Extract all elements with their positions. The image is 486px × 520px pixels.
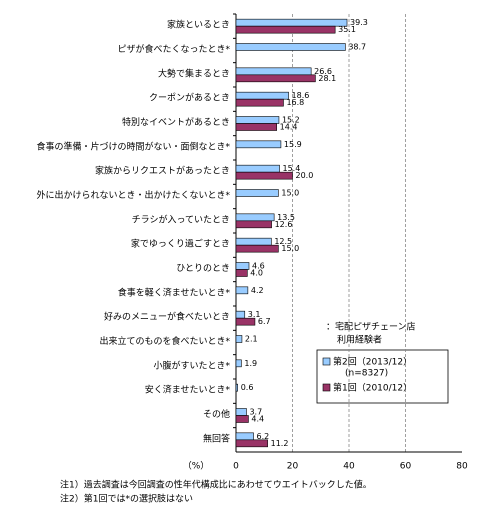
category-label: ひとりのとき [176, 263, 230, 274]
x-tick-label: 20 [287, 462, 299, 472]
value-label: 15.2 [282, 116, 300, 125]
bar [235, 262, 250, 270]
bar [235, 317, 256, 326]
x-tick-label: 60 [400, 462, 412, 472]
value-label: 0.6 [241, 383, 254, 392]
value-label: 6.2 [257, 432, 270, 441]
category-label: 大勢で集まるとき [158, 67, 230, 79]
value-label: 39.3 [350, 18, 368, 27]
legend-swatch [322, 383, 331, 392]
bar [235, 220, 272, 229]
value-label: 4.4 [251, 415, 264, 424]
bar [235, 237, 272, 246]
category-label: 安く済ませたいとき* [145, 384, 231, 396]
bar [235, 383, 238, 392]
bar [235, 43, 346, 51]
category-label: 小腹がすいたとき* [153, 359, 230, 371]
legend-note: (n=8327) [345, 369, 388, 379]
value-label: 15.9 [284, 140, 302, 149]
bar [235, 18, 348, 27]
bar [235, 74, 316, 83]
bar [235, 164, 280, 173]
value-label: 13.5 [277, 213, 295, 222]
value-label: 15.0 [281, 189, 299, 198]
bar [235, 67, 312, 76]
value-label: 4.2 [251, 286, 264, 295]
category-label: 食事を軽く済ませたいとき* [118, 286, 231, 298]
legend-label: 第2回（2013/12） [333, 356, 412, 368]
value-label: 15.0 [281, 244, 299, 253]
bar [235, 269, 248, 277]
bar [235, 171, 293, 180]
bar [235, 286, 249, 295]
note: 注1）過去調査は今回調査の性年代構成比にあわせてウエイトバックした値。 [60, 479, 372, 491]
bar [235, 310, 246, 319]
value-label: 12.5 [274, 237, 292, 246]
value-label: 3.1 [248, 310, 261, 319]
legend-box [316, 349, 449, 404]
category-label: 食事の準備・片づけの時間がない・面倒なとき* [36, 140, 230, 152]
value-label: 11.2 [271, 439, 289, 448]
value-label: 18.6 [292, 91, 310, 100]
value-label: 3.7 [249, 408, 262, 417]
bar [235, 25, 336, 34]
bar [235, 415, 249, 423]
note: 注2）第1回では*の選択肢はない [60, 493, 193, 505]
bar [235, 244, 279, 253]
category-label: チラシが入っていたとき [132, 213, 230, 225]
category-label: 外に出かけられないとき・出かけたくないとき* [36, 189, 230, 201]
value-label: 15.4 [283, 164, 301, 173]
value-label: 28.1 [318, 74, 336, 83]
value-label: 16.8 [286, 98, 304, 107]
value-label: 1.9 [244, 359, 257, 368]
category-label: 好みのメニューが食べたいとき [104, 311, 230, 323]
bar [235, 98, 284, 107]
value-label: 20.0 [296, 171, 314, 180]
value-label: 38.7 [348, 43, 366, 52]
x-tick-label: 40 [343, 462, 355, 472]
category-label: 家でゆっくり過ごすとき [131, 238, 230, 250]
category-label: 家族からリクエストがあったとき [95, 165, 230, 177]
legend-swatch [322, 357, 331, 366]
category-label: 無回答 [203, 432, 230, 444]
bar [235, 213, 275, 222]
bar [235, 91, 289, 100]
x-axis-label: （%） [183, 461, 210, 472]
value-label: 14.4 [280, 123, 298, 132]
bar [235, 189, 279, 197]
x-tick-label: 80 [456, 462, 468, 472]
category-label: 家族といるとき [167, 19, 230, 31]
bar [235, 335, 243, 343]
legend-title: ：宅配ピザチェーン店 [326, 321, 416, 333]
value-label: 2.1 [245, 335, 258, 344]
category-label: 出来立てのものを食べたいとき* [99, 335, 230, 347]
legend-title: 利用経験者 [337, 334, 382, 346]
category-label: クーポンがあるとき [149, 92, 230, 104]
x-tick-label: 0 [233, 462, 239, 472]
value-label: 35.1 [338, 25, 356, 34]
bar [235, 439, 268, 448]
legend-label: 第1回（2010/12） [333, 382, 412, 394]
category-label: その他 [203, 408, 230, 420]
bar [235, 432, 254, 441]
bar [235, 408, 247, 416]
category-label: 特別なイベントがあるとき [122, 116, 230, 128]
bar [235, 116, 280, 124]
value-label: 4.0 [250, 269, 263, 278]
category-label: ピザが食べたくなったとき* [117, 43, 230, 55]
value-label: 12.6 [275, 220, 293, 229]
value-label: 6.7 [258, 317, 271, 326]
bar [235, 359, 242, 368]
bar [235, 123, 277, 131]
value-label: 26.6 [314, 67, 332, 76]
value-label: 4.6 [252, 262, 265, 271]
bar [235, 140, 282, 149]
